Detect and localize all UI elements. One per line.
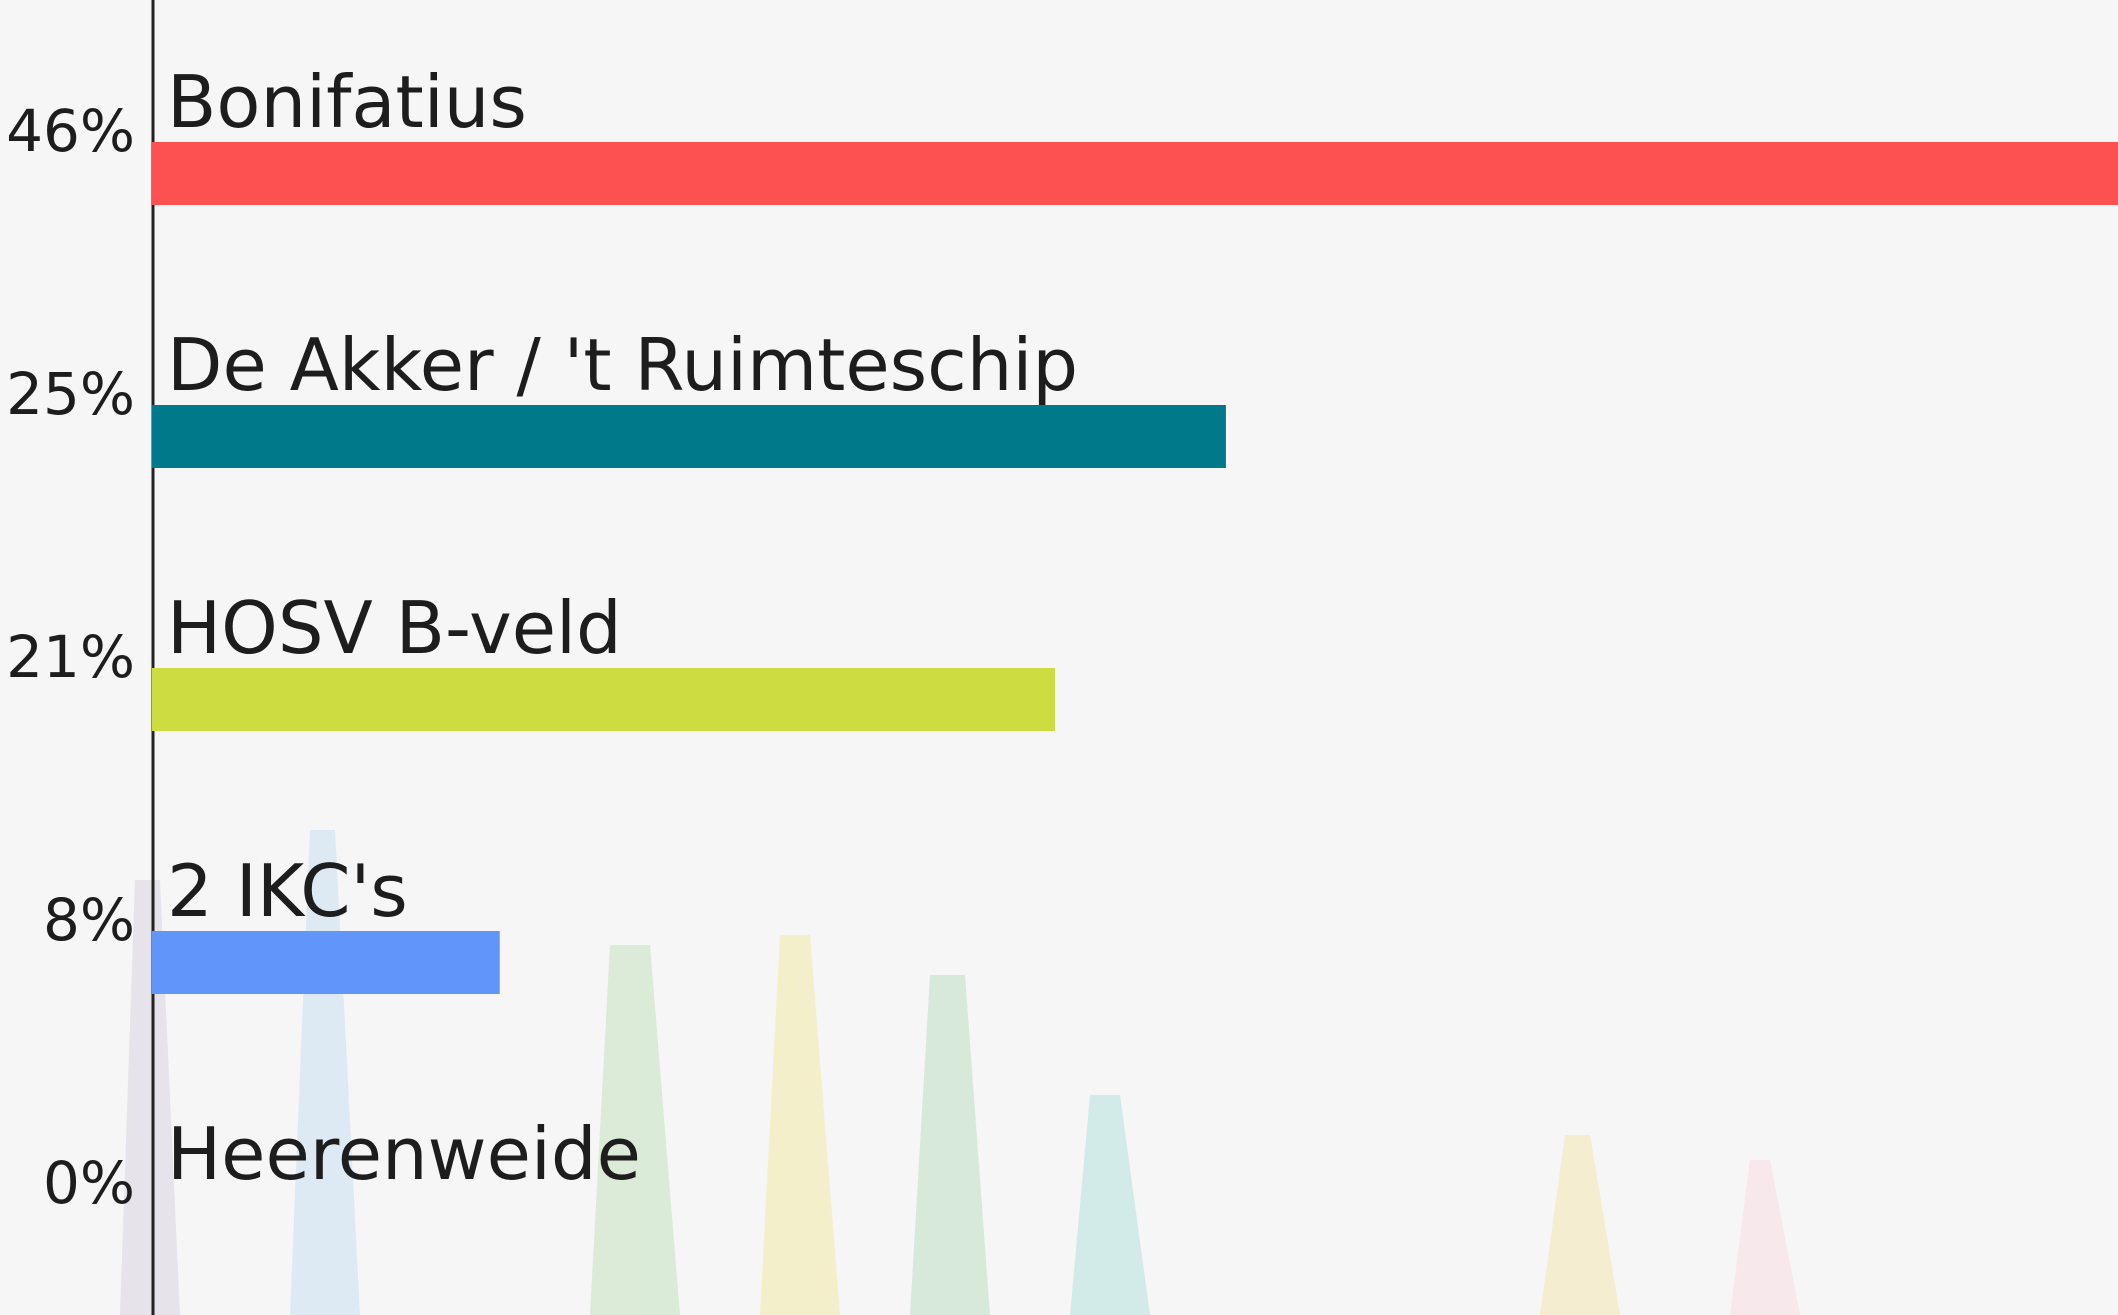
category-label: HOSV B-veld (167, 586, 622, 670)
category-label: 2 IKC's (167, 849, 408, 933)
value-label: 21% (6, 623, 135, 691)
category-label: De Akker / 't Ruimteschip (167, 323, 1078, 407)
bar (152, 142, 2118, 205)
category-label: Bonifatius (167, 60, 527, 144)
bar (152, 931, 500, 994)
value-label: 0% (43, 1149, 135, 1217)
value-label: 8% (43, 886, 135, 954)
bar (152, 668, 1056, 731)
category-label: Heerenweide (167, 1112, 641, 1196)
value-label: 46% (6, 97, 135, 165)
value-label: 25% (6, 360, 135, 428)
bar (152, 405, 1226, 468)
